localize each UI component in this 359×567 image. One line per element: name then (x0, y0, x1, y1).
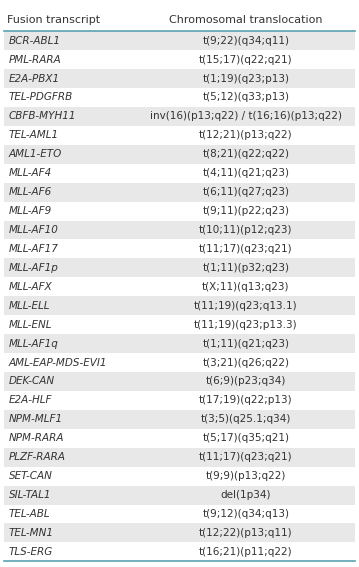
Text: t(X;11)(q13;q23): t(X;11)(q13;q23) (202, 282, 290, 292)
Text: t(3;5)(q25.1;q34): t(3;5)(q25.1;q34) (201, 414, 291, 424)
Text: NPM-RARA: NPM-RARA (9, 433, 65, 443)
Text: t(4;11)(q21;q23): t(4;11)(q21;q23) (202, 168, 289, 178)
Text: t(6;11)(q27;q23): t(6;11)(q27;q23) (202, 187, 289, 197)
Bar (4, 69, 355, 88)
Text: MLL-AF10: MLL-AF10 (9, 225, 59, 235)
Text: MLL-AF9: MLL-AF9 (9, 206, 52, 216)
Text: MLL-AF17: MLL-AF17 (9, 244, 59, 254)
Bar (4, 259, 355, 277)
Bar (4, 297, 355, 315)
Text: t(9;22)(q34;q11): t(9;22)(q34;q11) (202, 36, 289, 46)
Text: t(1;11)(p32;q23): t(1;11)(p32;q23) (202, 263, 289, 273)
Text: t(11;19)(q23;q13.1): t(11;19)(q23;q13.1) (194, 301, 298, 311)
Text: TEL-ABL: TEL-ABL (9, 509, 51, 519)
Text: t(3;21)(q26;q22): t(3;21)(q26;q22) (202, 358, 289, 367)
Text: MLL-AF6: MLL-AF6 (9, 187, 52, 197)
Text: E2A-HLF: E2A-HLF (9, 395, 52, 405)
Text: t(9;9)(p13;q22): t(9;9)(p13;q22) (206, 471, 286, 481)
Bar (4, 107, 355, 126)
Text: MLL-AF4: MLL-AF4 (9, 168, 52, 178)
Text: t(9;12)(q34;q13): t(9;12)(q34;q13) (202, 509, 289, 519)
Text: t(17;19)(q22;p13): t(17;19)(q22;p13) (199, 395, 293, 405)
Text: TEL-PDGFRB: TEL-PDGFRB (9, 92, 73, 103)
Bar (4, 485, 355, 505)
Text: Chromosomal translocation: Chromosomal translocation (169, 15, 323, 25)
Text: MLL-ELL: MLL-ELL (9, 301, 51, 311)
Text: AML-EAP-MDS-EVI1: AML-EAP-MDS-EVI1 (9, 358, 107, 367)
Text: t(6;9)(p23;q34): t(6;9)(p23;q34) (206, 376, 286, 387)
Text: t(12;22)(p13;q11): t(12;22)(p13;q11) (199, 528, 293, 538)
Text: BCR-ABL1: BCR-ABL1 (9, 36, 61, 46)
Text: t(1;11)(q21;q23): t(1;11)(q21;q23) (202, 338, 289, 349)
Text: t(11;17)(q23;q21): t(11;17)(q23;q21) (199, 244, 293, 254)
Text: t(1;19)(q23;p13): t(1;19)(q23;p13) (202, 74, 289, 83)
Bar (4, 334, 355, 353)
Text: t(15;17)(q22;q21): t(15;17)(q22;q21) (199, 54, 293, 65)
Text: TLS-ERG: TLS-ERG (9, 547, 53, 557)
Text: t(8;21)(q22;q22): t(8;21)(q22;q22) (202, 149, 289, 159)
Text: MLL-AF1p: MLL-AF1p (9, 263, 59, 273)
Text: t(10;11)(p12;q23): t(10;11)(p12;q23) (199, 225, 293, 235)
Bar (4, 410, 355, 429)
Text: SET-CAN: SET-CAN (9, 471, 53, 481)
Text: t(5;17)(q35;q21): t(5;17)(q35;q21) (202, 433, 289, 443)
Bar (4, 523, 355, 543)
Text: NPM-MLF1: NPM-MLF1 (9, 414, 63, 424)
Bar (4, 448, 355, 467)
Text: TEL-MN1: TEL-MN1 (9, 528, 54, 538)
Text: AML1-ETO: AML1-ETO (9, 149, 62, 159)
Text: CBFB-MYH11: CBFB-MYH11 (9, 111, 76, 121)
Text: t(11;19)(q23;p13.3): t(11;19)(q23;p13.3) (194, 320, 298, 329)
Text: PML-RARA: PML-RARA (9, 54, 62, 65)
Text: E2A-PBX1: E2A-PBX1 (9, 74, 60, 83)
Bar (4, 372, 355, 391)
Text: t(16;21)(p11;q22): t(16;21)(p11;q22) (199, 547, 293, 557)
Text: del(1p34): del(1p34) (221, 490, 271, 500)
Text: inv(16)(p13;q22) / t(16;16)(p13;q22): inv(16)(p13;q22) / t(16;16)(p13;q22) (150, 111, 342, 121)
Text: SIL-TAL1: SIL-TAL1 (9, 490, 51, 500)
Bar (4, 31, 355, 50)
Text: t(12;21)(p13;q22): t(12;21)(p13;q22) (199, 130, 293, 140)
Text: t(5;12)(q33;p13): t(5;12)(q33;p13) (202, 92, 289, 103)
Text: TEL-AML1: TEL-AML1 (9, 130, 59, 140)
Text: t(11;17)(q23;q21): t(11;17)(q23;q21) (199, 452, 293, 462)
Text: MLL-ENL: MLL-ENL (9, 320, 52, 329)
Text: PLZF-RARA: PLZF-RARA (9, 452, 66, 462)
Text: DEK-CAN: DEK-CAN (9, 376, 55, 387)
Text: Fusion transcript: Fusion transcript (7, 15, 100, 25)
Bar (4, 145, 355, 164)
Text: MLL-AF1q: MLL-AF1q (9, 338, 59, 349)
Text: t(9;11)(p22;q23): t(9;11)(p22;q23) (202, 206, 289, 216)
Text: MLL-AFX: MLL-AFX (9, 282, 53, 292)
Bar (4, 183, 355, 202)
Bar (4, 221, 355, 239)
